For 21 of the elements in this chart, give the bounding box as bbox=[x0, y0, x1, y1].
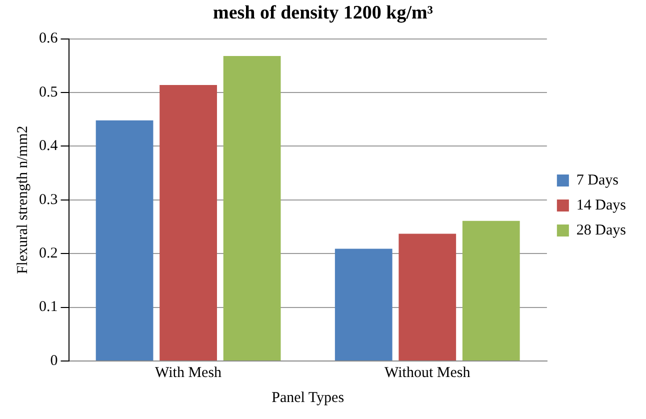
bar bbox=[462, 220, 520, 360]
chart-title: mesh of density 1200 kg/m³ bbox=[213, 2, 434, 24]
x-tick-label: With Mesh bbox=[155, 364, 222, 381]
y-tick-label: 0.6 bbox=[39, 30, 58, 47]
y-tick-label: 0.4 bbox=[39, 138, 58, 154]
bar bbox=[334, 248, 392, 360]
x-tick-label: Without Mesh bbox=[384, 364, 471, 381]
legend-label: 7 Days bbox=[576, 172, 619, 188]
x-axis-title: Panel Types bbox=[272, 390, 344, 406]
y-axis-title: Flexural strength n/mm2 bbox=[14, 126, 31, 274]
bar bbox=[160, 84, 217, 360]
y-tick-label: 0 bbox=[50, 352, 58, 369]
y-tick-label: 0.1 bbox=[39, 299, 58, 316]
bar bbox=[223, 56, 281, 360]
y-tick-label: 0.5 bbox=[39, 84, 58, 100]
legend-label: 14 Days bbox=[576, 197, 626, 214]
legend-label: 28 Days bbox=[576, 222, 626, 238]
y-tick-label: 0.3 bbox=[39, 192, 58, 208]
bar bbox=[96, 120, 154, 360]
bar bbox=[398, 234, 456, 360]
y-tick-label: 0.2 bbox=[39, 246, 58, 262]
